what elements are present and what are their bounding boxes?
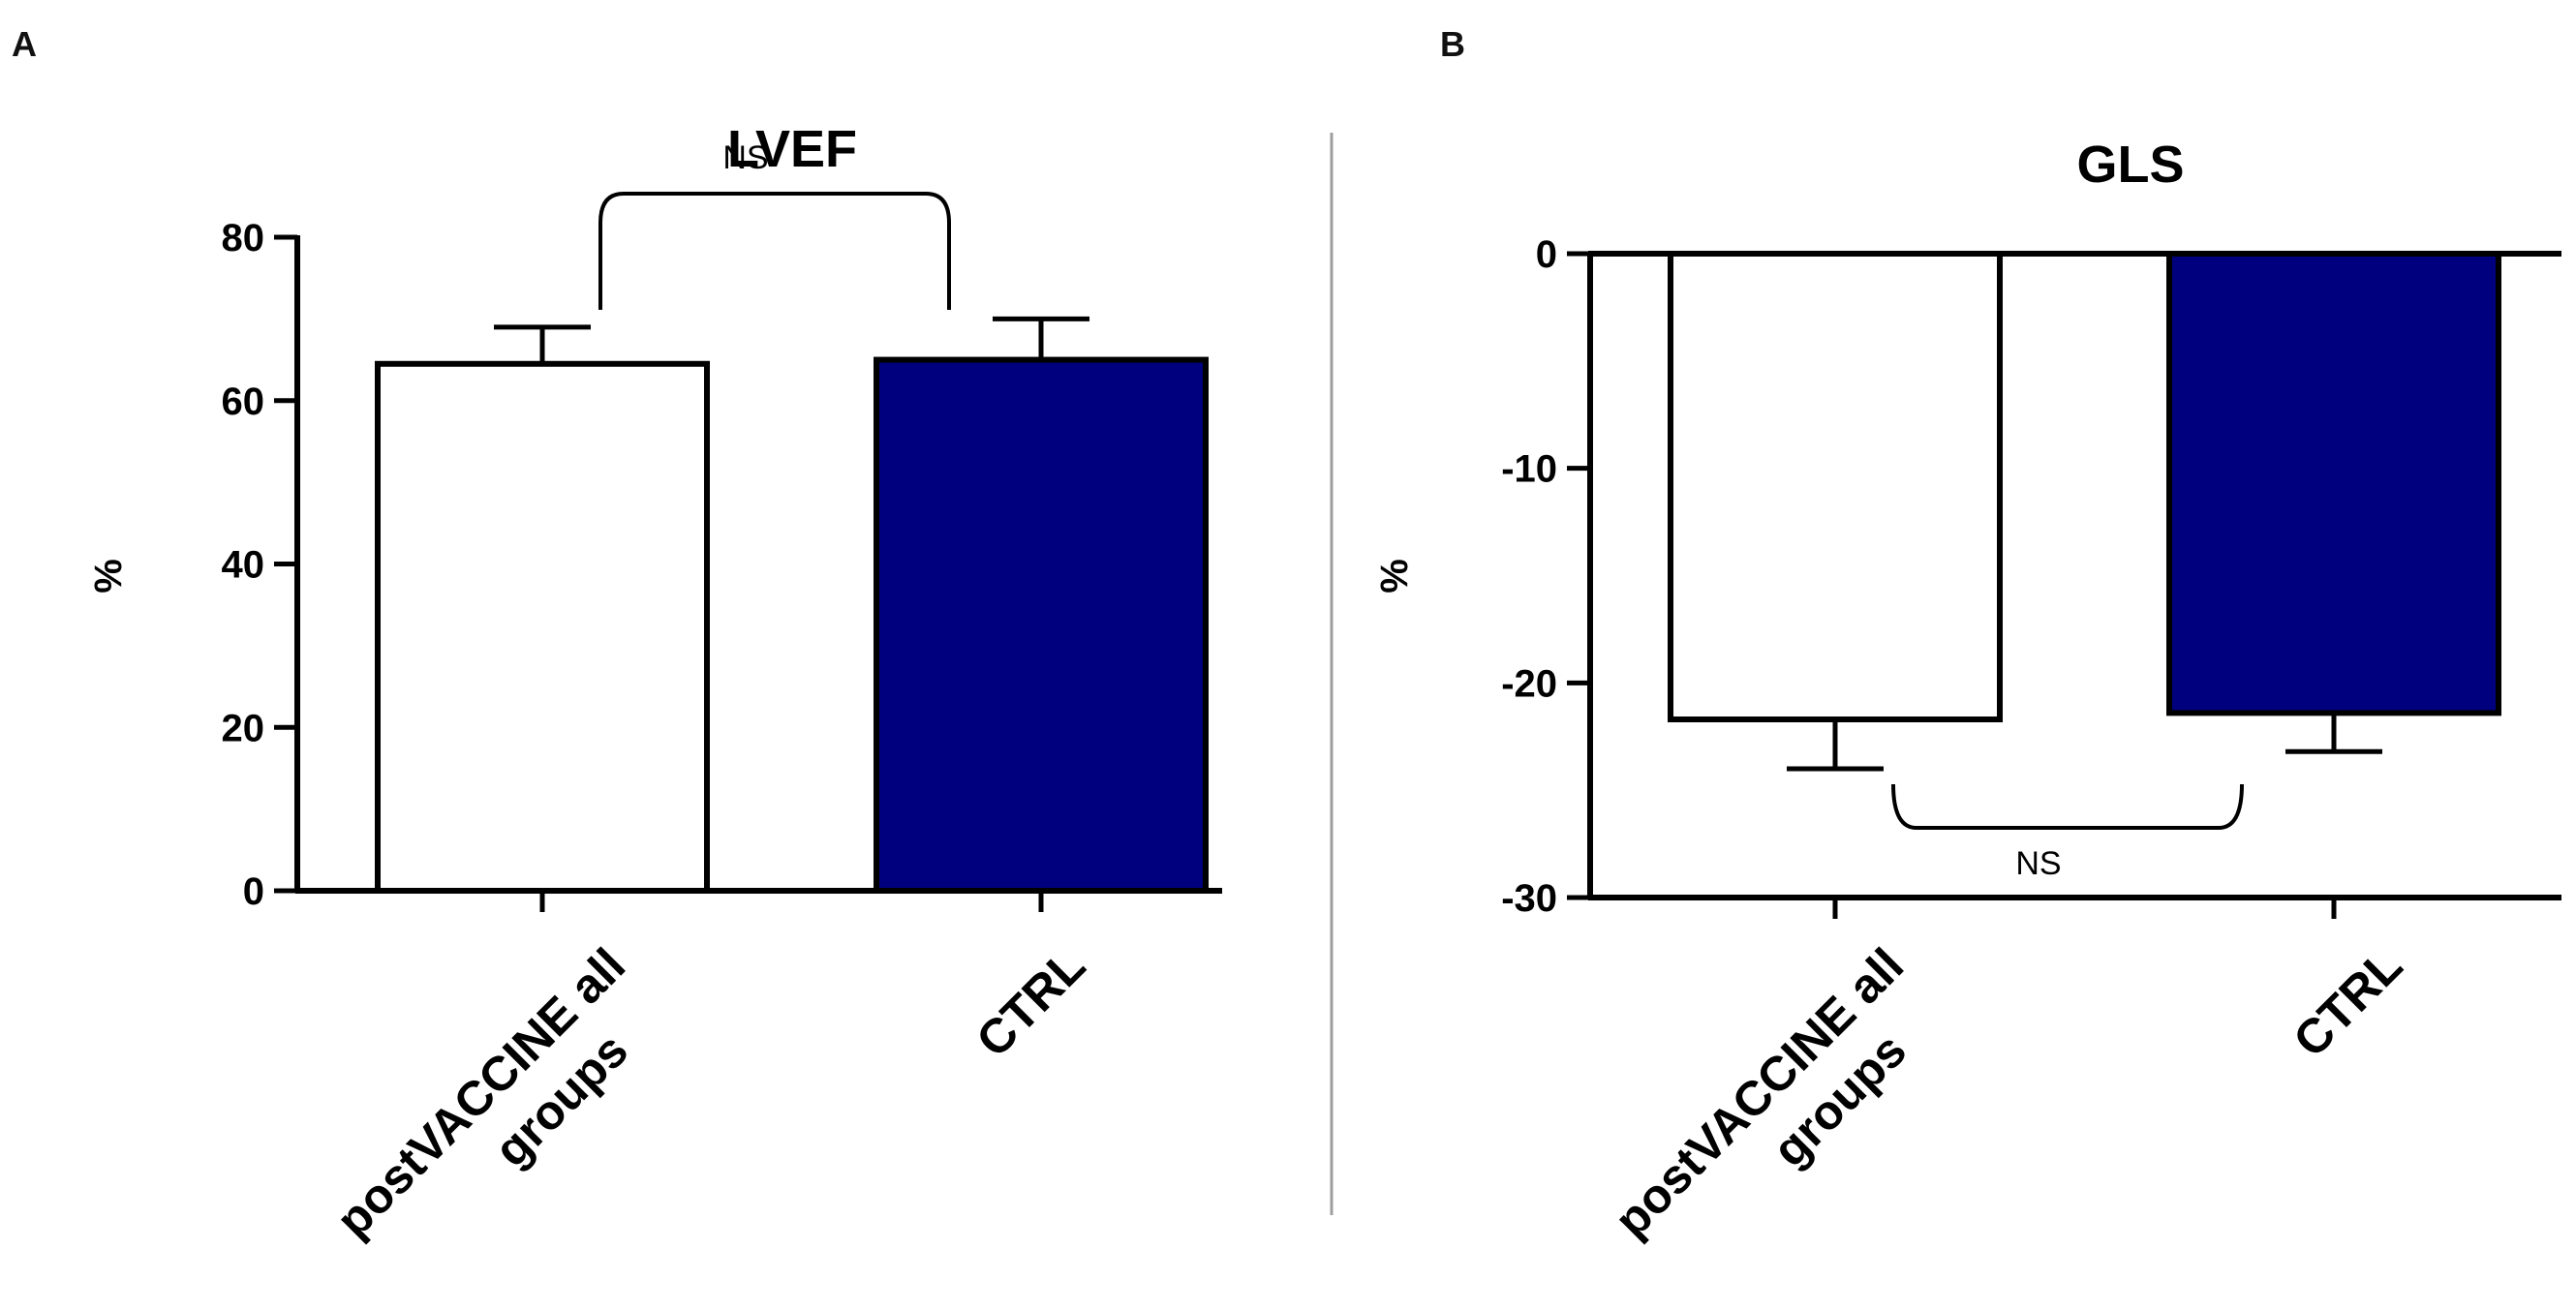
category-label-line: CTRL <box>966 938 1095 1068</box>
bar-ctrl <box>874 356 1209 894</box>
significance-bracket <box>598 192 951 310</box>
bar-postvaccine <box>1668 251 2003 723</box>
panel-label-a: A <box>12 24 37 64</box>
y-tick-label: 40 <box>222 544 265 587</box>
significance-label: NS <box>722 139 768 176</box>
bar-ctrl <box>2166 251 2501 716</box>
y-tick-label: 60 <box>222 381 265 423</box>
y-tick-label: -30 <box>1501 877 1557 920</box>
y-axis-label: % <box>87 559 130 594</box>
y-tick-label: 80 <box>222 217 265 259</box>
x-tick-label: CTRL <box>2283 938 2412 1068</box>
category-label-line: CTRL <box>2283 938 2412 1068</box>
y-tick-label: 0 <box>1536 233 1557 276</box>
chart-title: LVEF <box>727 120 857 178</box>
panel-label-b: B <box>1440 24 1465 64</box>
y-axis-label: % <box>1373 559 1416 594</box>
y-tick-label: 0 <box>243 870 264 913</box>
y-tick-label: -10 <box>1501 448 1557 491</box>
significance-bracket <box>1891 783 2244 830</box>
x-tick-label: CTRL <box>966 938 1095 1068</box>
bar-postvaccine <box>375 360 710 894</box>
chart-title: GLS <box>2076 136 2184 194</box>
y-tick-label: -20 <box>1501 662 1557 705</box>
y-tick-label: 20 <box>222 707 265 749</box>
significance-label: NS <box>2015 845 2061 882</box>
